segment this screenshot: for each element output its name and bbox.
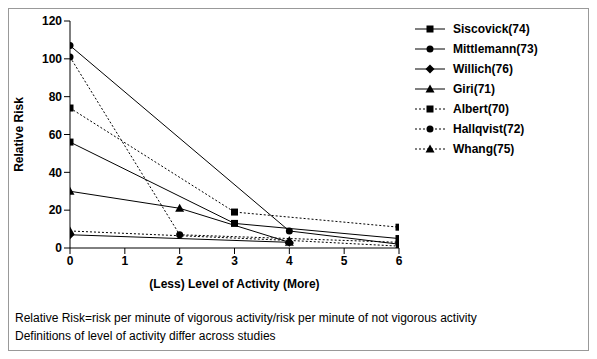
svg-text:Siscovick(74): Siscovick(74) [453, 22, 530, 36]
svg-text:Hallqvist(72): Hallqvist(72) [453, 122, 524, 136]
svg-text:0: 0 [55, 241, 62, 255]
svg-text:0: 0 [67, 254, 74, 268]
svg-text:(Less) Level of Activity (More: (Less) Level of Activity (More) [149, 277, 319, 291]
svg-text:120: 120 [42, 14, 62, 28]
svg-text:1: 1 [121, 254, 128, 268]
html-text:Definitions of level of activi: Definitions of level of activity differ … [15, 329, 276, 343]
svg-text:Relative Risk: Relative Risk [12, 97, 26, 172]
svg-text:20: 20 [49, 203, 63, 217]
svg-text:Mittlemann(73): Mittlemann(73) [453, 42, 538, 56]
svg-text:3: 3 [231, 254, 238, 268]
svg-text:100: 100 [42, 52, 62, 66]
svg-text:Whang(75): Whang(75) [453, 142, 514, 156]
svg-text:40: 40 [49, 166, 63, 180]
svg-text:5: 5 [341, 254, 348, 268]
svg-text:Giri(71): Giri(71) [453, 82, 495, 96]
svg-text:60: 60 [49, 128, 63, 142]
svg-text:Albert(70): Albert(70) [453, 102, 509, 116]
svg-text:Willich(76): Willich(76) [453, 62, 513, 76]
svg-text:2: 2 [176, 254, 183, 268]
html-text:Relative Risk=risk per minute: Relative Risk=risk per minute of vigorou… [15, 311, 477, 325]
svg-text:4: 4 [286, 254, 293, 268]
svg-text:80: 80 [49, 90, 63, 104]
svg-text:6: 6 [396, 254, 403, 268]
